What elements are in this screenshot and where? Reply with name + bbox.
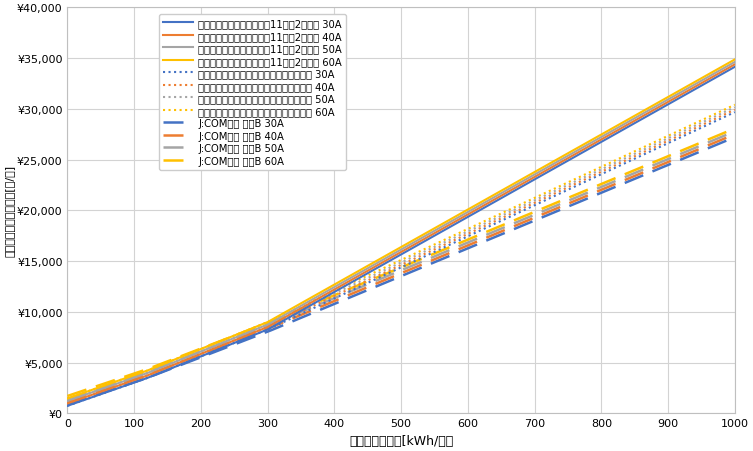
X-axis label: 月間電力使用量[kWh/月］: 月間電力使用量[kWh/月］ bbox=[349, 434, 453, 447]
Legend: エネとくシーズンプラン（11月～2月）　 30A, エネとくシーズンプラン（11月～2月）　 40A, エネとくシーズンプラン（11月～2月）　 50A, エネ: エネとくシーズンプラン（11月～2月） 30A, エネとくシーズンプラン（11月… bbox=[159, 15, 346, 170]
Y-axis label: 月額電気料金（税込）[円/月]: 月額電気料金（税込）[円/月] bbox=[5, 165, 14, 257]
